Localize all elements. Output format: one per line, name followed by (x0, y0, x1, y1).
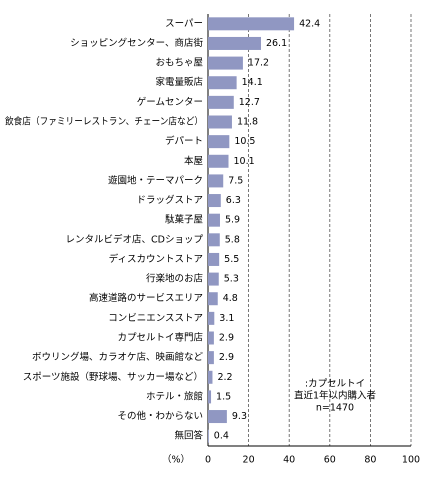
value-label: 2.9 (219, 333, 234, 344)
bar (208, 56, 243, 70)
y-tick-label: その他・わからない (117, 410, 203, 422)
value-label: 6.3 (226, 195, 241, 206)
value-label: 1.5 (216, 391, 231, 402)
bar (208, 95, 234, 109)
value-label: 4.8 (223, 293, 238, 304)
y-tick-label: 家電量販店 (155, 76, 203, 88)
x-tick-label: 80 (364, 455, 376, 466)
value-label: 10.1 (234, 156, 255, 167)
y-tick-label: 無回答 (174, 430, 203, 442)
x-tick-label: 60 (324, 455, 336, 466)
y-tick-label: ショッピングセンター、商店街 (70, 37, 203, 49)
value-label: 3.1 (219, 313, 234, 324)
bar (208, 154, 229, 168)
x-tick-label: 100 (402, 455, 420, 466)
y-tick-label: スーパー (165, 18, 203, 29)
value-label: 2.9 (219, 352, 234, 363)
x-axis-label: （%） (162, 454, 190, 466)
y-tick-label: スポーツ施設（野球場、サッカー場など） (23, 371, 203, 383)
value-label: 17.2 (248, 58, 269, 69)
bar (208, 233, 220, 247)
y-tick-label: 駄菓子屋 (165, 214, 203, 226)
bar (208, 115, 232, 129)
y-tick-label: ゲームセンター (137, 96, 203, 108)
bar (208, 429, 209, 443)
y-tick-label: 高速道路のサービスエリア (89, 292, 203, 304)
value-label: 5.3 (224, 274, 239, 285)
value-label: 11.8 (237, 117, 258, 128)
y-tick-label: レンタルビデオ店、CDショップ (66, 233, 204, 245)
bar (208, 252, 220, 266)
bar (208, 292, 218, 306)
y-tick-label: 行楽地のお店 (146, 273, 203, 285)
value-label: 14.1 (242, 77, 263, 88)
y-tick-label: デパート (165, 135, 203, 147)
y-tick-label: コンビニエンスストア (108, 313, 203, 324)
y-tick-label: ディスカウントストア (109, 253, 203, 265)
value-label: 7.5 (228, 175, 243, 186)
bar (208, 390, 212, 404)
y-tick-label: ボウリング場、カラオケ店、映画館など (32, 351, 204, 363)
value-label: 42.4 (299, 18, 320, 29)
annotation: :カプセルトイ (305, 379, 365, 390)
bar (208, 194, 221, 208)
bar (208, 331, 214, 345)
value-label: 5.8 (225, 234, 240, 245)
y-tick-label: 遊園地・テーマパーク (108, 174, 203, 186)
value-label: 12.7 (239, 97, 260, 108)
y-tick-label: おもちゃ屋 (155, 58, 203, 69)
bar (208, 311, 215, 325)
bar (208, 76, 237, 90)
bar (208, 36, 261, 50)
bar (208, 213, 220, 227)
y-tick-label: 飲食店（ファミリーレストラン、チェーン店など） (5, 116, 203, 128)
y-tick-label: ホテル・旅館 (146, 390, 203, 402)
annotation: 直近1年以内購入者 (294, 390, 376, 402)
bar (208, 351, 214, 365)
bar (208, 272, 219, 286)
bar (208, 370, 213, 384)
value-label: 0.4 (214, 431, 229, 442)
x-tick-label: 20 (243, 455, 255, 466)
value-label: 5.9 (225, 215, 240, 226)
value-label: 26.1 (266, 38, 287, 49)
value-label: 10.5 (234, 136, 255, 147)
bar (208, 410, 227, 424)
x-tick-label: 40 (283, 455, 295, 466)
annotation: n=1470 (316, 403, 354, 414)
value-label: 2.2 (217, 372, 232, 383)
y-tick-label: 本屋 (184, 155, 203, 167)
bar (208, 135, 230, 149)
bar (208, 174, 224, 188)
x-tick-label: 0 (205, 455, 211, 466)
bar (208, 17, 295, 31)
y-tick-label: ドラッグストア (136, 194, 203, 206)
y-tick-label: カプセルトイ専門店 (117, 332, 203, 344)
value-label: 9.3 (232, 411, 247, 422)
value-label: 5.5 (224, 254, 239, 265)
